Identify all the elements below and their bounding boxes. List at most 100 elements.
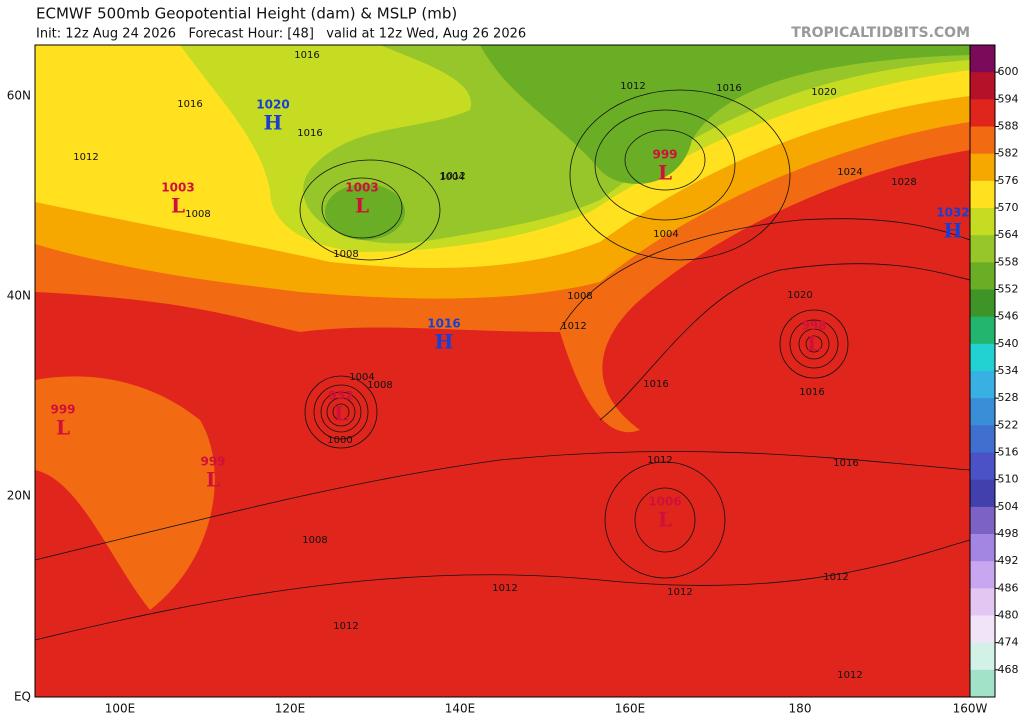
center-letter: L xyxy=(658,161,672,185)
colorbar-label: 582 xyxy=(998,147,1019,160)
subtitle: Init: 12z Aug 24 2026 Forecast Hour: [48… xyxy=(36,27,526,42)
map-area xyxy=(34,45,971,697)
colorbar-label: 552 xyxy=(998,283,1019,296)
lat-label: 60N xyxy=(7,89,31,103)
isobar-label: 1008 xyxy=(367,380,392,391)
isobars xyxy=(34,89,971,641)
colorbar-label: 534 xyxy=(998,364,1019,377)
band-558-low xyxy=(325,184,405,240)
colorbar-swatch xyxy=(970,262,995,290)
colorbar-label: 528 xyxy=(998,391,1019,404)
center-letter: L xyxy=(355,194,369,218)
colorbar-label: 558 xyxy=(998,255,1019,268)
isobar-label: 1012 xyxy=(667,587,692,598)
isobar-label: 1016 xyxy=(297,128,322,139)
colorbar-label: 510 xyxy=(998,473,1019,486)
center-value: 999 xyxy=(200,455,225,469)
colorbar-swatch xyxy=(970,615,995,644)
colorbar-label: 504 xyxy=(998,500,1019,513)
colorbar-label: 468 xyxy=(998,663,1019,676)
center-letter: H xyxy=(944,219,963,243)
isobar-label: 1016 xyxy=(799,387,824,398)
colorbar-label: 486 xyxy=(998,581,1019,594)
colorbar-swatch xyxy=(970,669,995,698)
colorbar-swatch xyxy=(970,99,995,127)
lat-label: EQ xyxy=(14,690,31,704)
isobar-label: 1012 xyxy=(492,583,517,594)
band-594 xyxy=(700,301,866,386)
center-value: 1016 xyxy=(427,317,460,331)
isobar-label: 1012 xyxy=(440,171,465,182)
colorbar-swatch xyxy=(970,289,995,318)
lon-label: 160W xyxy=(953,702,988,716)
colorbar-swatch xyxy=(970,316,995,345)
colorbar-swatch xyxy=(970,72,995,100)
colorbar-swatch xyxy=(970,534,995,562)
center-value: 1032 xyxy=(936,206,969,220)
colorbar-label: 480 xyxy=(998,609,1019,622)
colorbar-swatch xyxy=(970,398,995,426)
colorbar-label: 516 xyxy=(998,446,1019,459)
colorbar-swatch xyxy=(970,506,995,535)
colorbar-swatch xyxy=(970,371,995,399)
isobar-label: 1020 xyxy=(787,290,812,301)
colorbar-swatch xyxy=(970,208,995,236)
colorbar-swatch xyxy=(970,180,995,209)
colorbar-swatch xyxy=(970,642,995,671)
lon-label: 100E xyxy=(105,702,136,716)
isobar-label: 1004 xyxy=(653,229,678,240)
colorbar-label: 546 xyxy=(998,310,1019,323)
colorbar-label: 594 xyxy=(998,92,1019,105)
band-588-west xyxy=(35,376,215,610)
isobar-label: 1016 xyxy=(716,83,741,94)
isobar-label: 1024 xyxy=(837,167,862,178)
lon-label: 120E xyxy=(275,702,306,716)
colorbar-label: 474 xyxy=(998,636,1019,649)
isobar-label: 1012 xyxy=(73,152,98,163)
isobar-label: 1016 xyxy=(833,458,858,469)
colorbar-label: 570 xyxy=(998,201,1019,214)
center-letter: L xyxy=(807,332,821,356)
colorbar-label: 522 xyxy=(998,418,1019,431)
isobar-label: 1012 xyxy=(620,81,645,92)
center-value: 998 xyxy=(801,319,826,333)
center-value: 1003 xyxy=(345,181,378,195)
center-letter: L xyxy=(334,402,348,426)
center-letter: L xyxy=(56,416,70,440)
isobar-label: 1016 xyxy=(643,379,668,390)
center-value: 952 xyxy=(328,389,353,403)
watermark: TROPICALTIDBITS.COM xyxy=(791,25,970,41)
isobar-label: 1020 xyxy=(811,87,836,98)
isobar-label: 1012 xyxy=(333,621,358,632)
isobar-label: 1016 xyxy=(177,99,202,110)
colorbar-label: 576 xyxy=(998,174,1019,187)
center-value: 1020 xyxy=(256,98,289,112)
isobar-label: 1004 xyxy=(439,172,464,183)
colorbar-label: 498 xyxy=(998,527,1019,540)
center-value: 999 xyxy=(50,403,75,417)
colorbar-swatch xyxy=(970,45,995,73)
isobar-label: 1008 xyxy=(567,291,592,302)
colorbar-label: 588 xyxy=(998,120,1019,133)
colorbar-swatch xyxy=(970,343,995,372)
isobar-label: 1016 xyxy=(294,50,319,61)
colorbar-swatch xyxy=(970,126,995,155)
colorbar-label: 564 xyxy=(998,228,1019,241)
colorbar-swatch xyxy=(970,153,995,182)
center-value: 1006 xyxy=(648,495,681,509)
title: ECMWF 500mb Geopotential Height (dam) & … xyxy=(36,5,457,23)
isobar-label: 1028 xyxy=(891,177,916,188)
isobar-label: 1008 xyxy=(185,209,210,220)
isobar-label: 1008 xyxy=(333,249,358,260)
lon-label: 140E xyxy=(445,702,476,716)
isobar-label: 1012 xyxy=(561,321,586,332)
isobar-label: 1012 xyxy=(823,572,848,583)
colorbar-swatch xyxy=(970,588,995,616)
colorbar-swatch xyxy=(970,452,995,481)
isobar-label: 1008 xyxy=(302,535,327,546)
isobar-label: 1004 xyxy=(349,372,374,383)
colorbar-swatch xyxy=(970,479,995,508)
center-letter: L xyxy=(171,194,185,218)
center-value: 999 xyxy=(652,148,677,162)
colorbar-swatch xyxy=(970,425,995,453)
